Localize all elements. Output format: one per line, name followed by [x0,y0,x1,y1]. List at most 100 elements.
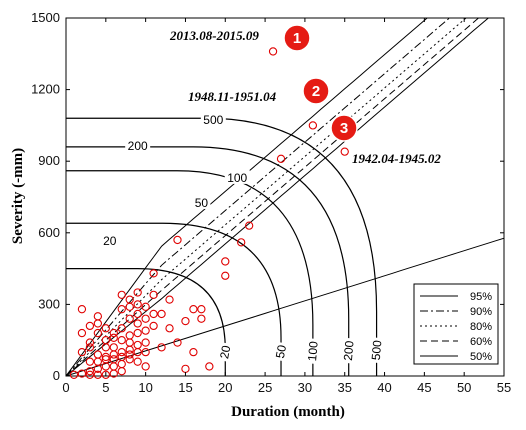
data-point [149,269,158,278]
y-tick-label: 600 [38,225,60,240]
data-point [245,221,254,230]
x-tick-label: 15 [178,380,192,395]
label-bg [303,338,320,365]
contour-label-text: 100 [227,171,247,185]
data-point [268,47,278,56]
contour-label-text: 500 [369,339,385,360]
legend-label: 95% [470,291,492,303]
data-point [101,355,110,364]
data-point [109,328,118,338]
event-badge-3: 3 [330,114,358,142]
label-bg [215,341,233,363]
data-point [125,350,134,359]
band-line-95% [66,18,428,376]
contour-label-left-20: 20 [100,233,119,248]
contour-label-left-500: 500 [200,111,226,127]
data-point [141,347,150,357]
data-point [77,369,87,378]
data-point [85,343,95,352]
badge-circle [302,77,330,105]
data-point [101,324,110,333]
label-bg [367,337,384,364]
data-point [85,357,95,366]
data-point [77,305,87,314]
data-point [141,302,150,311]
contour-label-text: 50 [273,344,289,360]
data-point [125,295,134,304]
data-point [109,343,118,352]
band-lower-bound [66,237,504,376]
x-tick-label: 20 [218,380,232,395]
data-point [197,314,206,323]
y-tick-label: 1500 [31,10,60,25]
x-tick-label: 55 [497,380,511,395]
contour-label-text: 50 [195,196,209,210]
contour-label-text: 20 [103,234,117,248]
label-bg [192,194,211,209]
data-point [125,331,134,340]
data-point [101,336,110,345]
data-point [117,324,126,333]
contour-label-bottom-50: 50 [271,341,289,362]
data-point [141,338,150,347]
y-tick-label: 300 [38,296,60,311]
data-point [117,367,126,376]
data-point [101,352,110,362]
contour-labels: 20 50 100 200 500 20 50 100 200 500 [100,111,385,365]
y-tick-label: 900 [38,153,60,168]
label-bg [339,337,356,364]
data-point [141,362,150,371]
data-point [117,336,126,345]
data-point [141,314,150,323]
data-point [221,257,230,266]
legend-label: 60% [470,336,492,348]
data-point [189,305,198,314]
data-point [117,352,126,362]
x-tick-label: 10 [138,380,152,395]
band-line-80% [66,18,467,376]
data-point [77,328,87,338]
data-point [109,355,118,364]
data-point [133,357,142,366]
event-period-label: 2013.08-2015.09 [169,28,259,43]
data-point [125,314,134,323]
data-point [93,328,103,338]
contour-label-bottom-20: 20 [215,341,233,363]
legend-label: 50% [470,351,492,363]
contour-label-text: 100 [305,340,321,361]
label-bg [125,138,151,153]
data-point [85,321,95,331]
data-point [205,362,214,371]
data-point [133,288,142,297]
data-point [101,370,110,379]
data-point [181,316,190,326]
data-point [173,235,182,245]
contour-label-text: 200 [341,340,357,361]
event-period-label: 1948.11-1951.04 [188,89,277,104]
return-period-curve-500 [66,117,378,376]
legend-label: 80% [470,321,492,333]
data-point [133,340,142,350]
x-tick-label: 0 [62,380,69,395]
data-point [77,347,87,357]
data-point [165,324,174,333]
event-badge-1: 1 [283,24,311,52]
data-point [93,370,103,379]
label-bg [224,169,250,184]
label-bg [200,111,226,126]
data-point [141,326,150,335]
contour-label-text: 500 [203,113,223,127]
x-tick-label: 25 [258,380,272,395]
contour-label-left-200: 200 [125,138,151,153]
annotations: 2013.08-2015.09 1 1948.11-1951.04 2 1942.04-… [169,24,441,166]
badge-circle [330,114,358,142]
y-axis-title: Severity (-mm) [10,148,26,244]
x-tick-label: 40 [377,380,391,395]
data-point [93,350,103,359]
badge-circle [283,24,311,52]
contour-label-left-50: 50 [192,194,211,210]
legend-box [413,283,499,365]
band-line-60% [66,18,480,376]
